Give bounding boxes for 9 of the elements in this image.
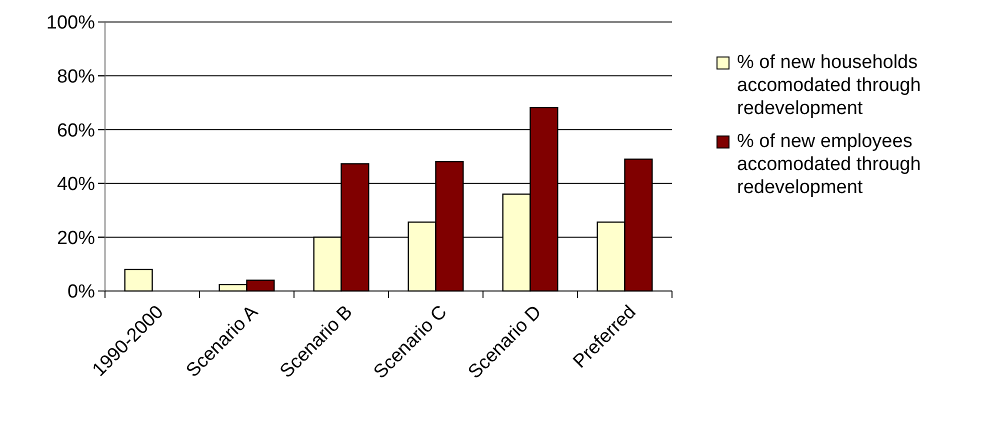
- legend-label: % of new employees accomodated through redevelopment: [737, 131, 921, 198]
- y-tick-label: 80%: [56, 66, 96, 88]
- bar: [124, 268, 153, 292]
- legend-label: % of new households accomodated through redevelopment: [737, 52, 921, 119]
- y-tick-label: 60%: [56, 120, 96, 142]
- y-tick-label: 20%: [56, 228, 96, 249]
- y-tick-label: 40%: [56, 174, 96, 196]
- y-tick-label: 0%: [68, 282, 96, 303]
- y-tick-label: 100%: [46, 12, 96, 34]
